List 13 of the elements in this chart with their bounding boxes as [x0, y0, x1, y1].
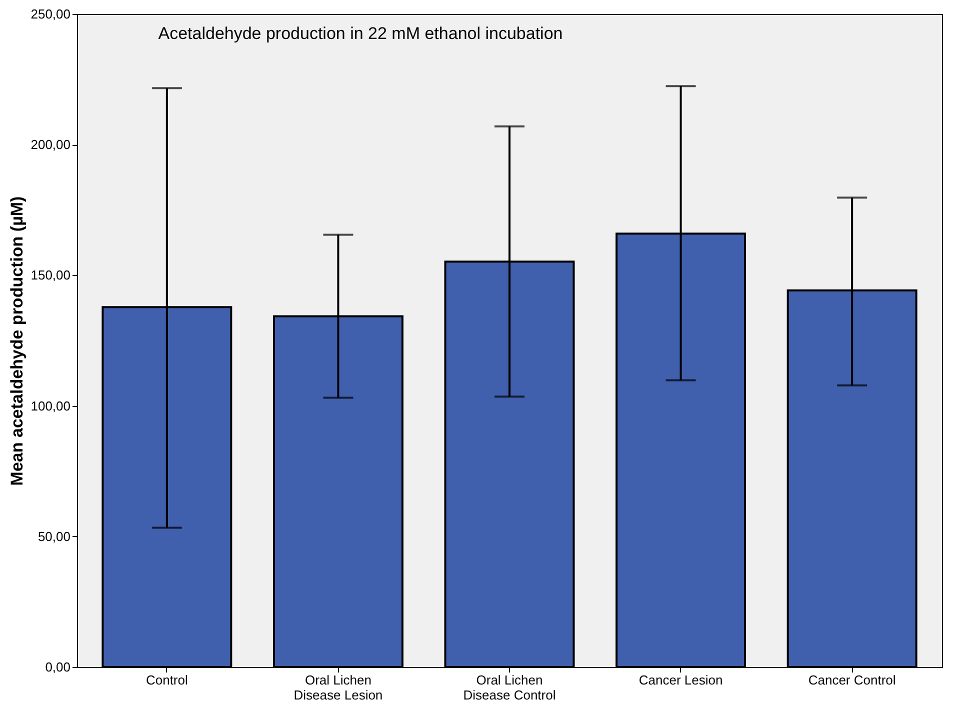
x-tick-label: Oral Lichen Disease Lesion: [294, 672, 383, 702]
y-tick-label: 200,00: [30, 137, 70, 152]
x-tick-label: Control: [146, 672, 188, 688]
text: Acetaldehyde production in 22 mM ethanol incubation: [158, 24, 563, 43]
y-axis-title: Mean acetaldehyde production (µM): [8, 196, 27, 486]
x-tick-label: Cancer Lesion: [638, 672, 723, 688]
y-tick-label: 0,00: [45, 660, 70, 674]
x-tick-label: Oral Lichen Disease Control: [463, 672, 556, 702]
x-tick-label: Cancer Control: [808, 672, 896, 688]
y-tick-label: 150,00: [30, 268, 70, 283]
y-tick-label: 50,00: [38, 528, 70, 544]
y-tick-label: 100,00: [30, 398, 70, 414]
y-tick-label: 250,00: [30, 6, 70, 22]
